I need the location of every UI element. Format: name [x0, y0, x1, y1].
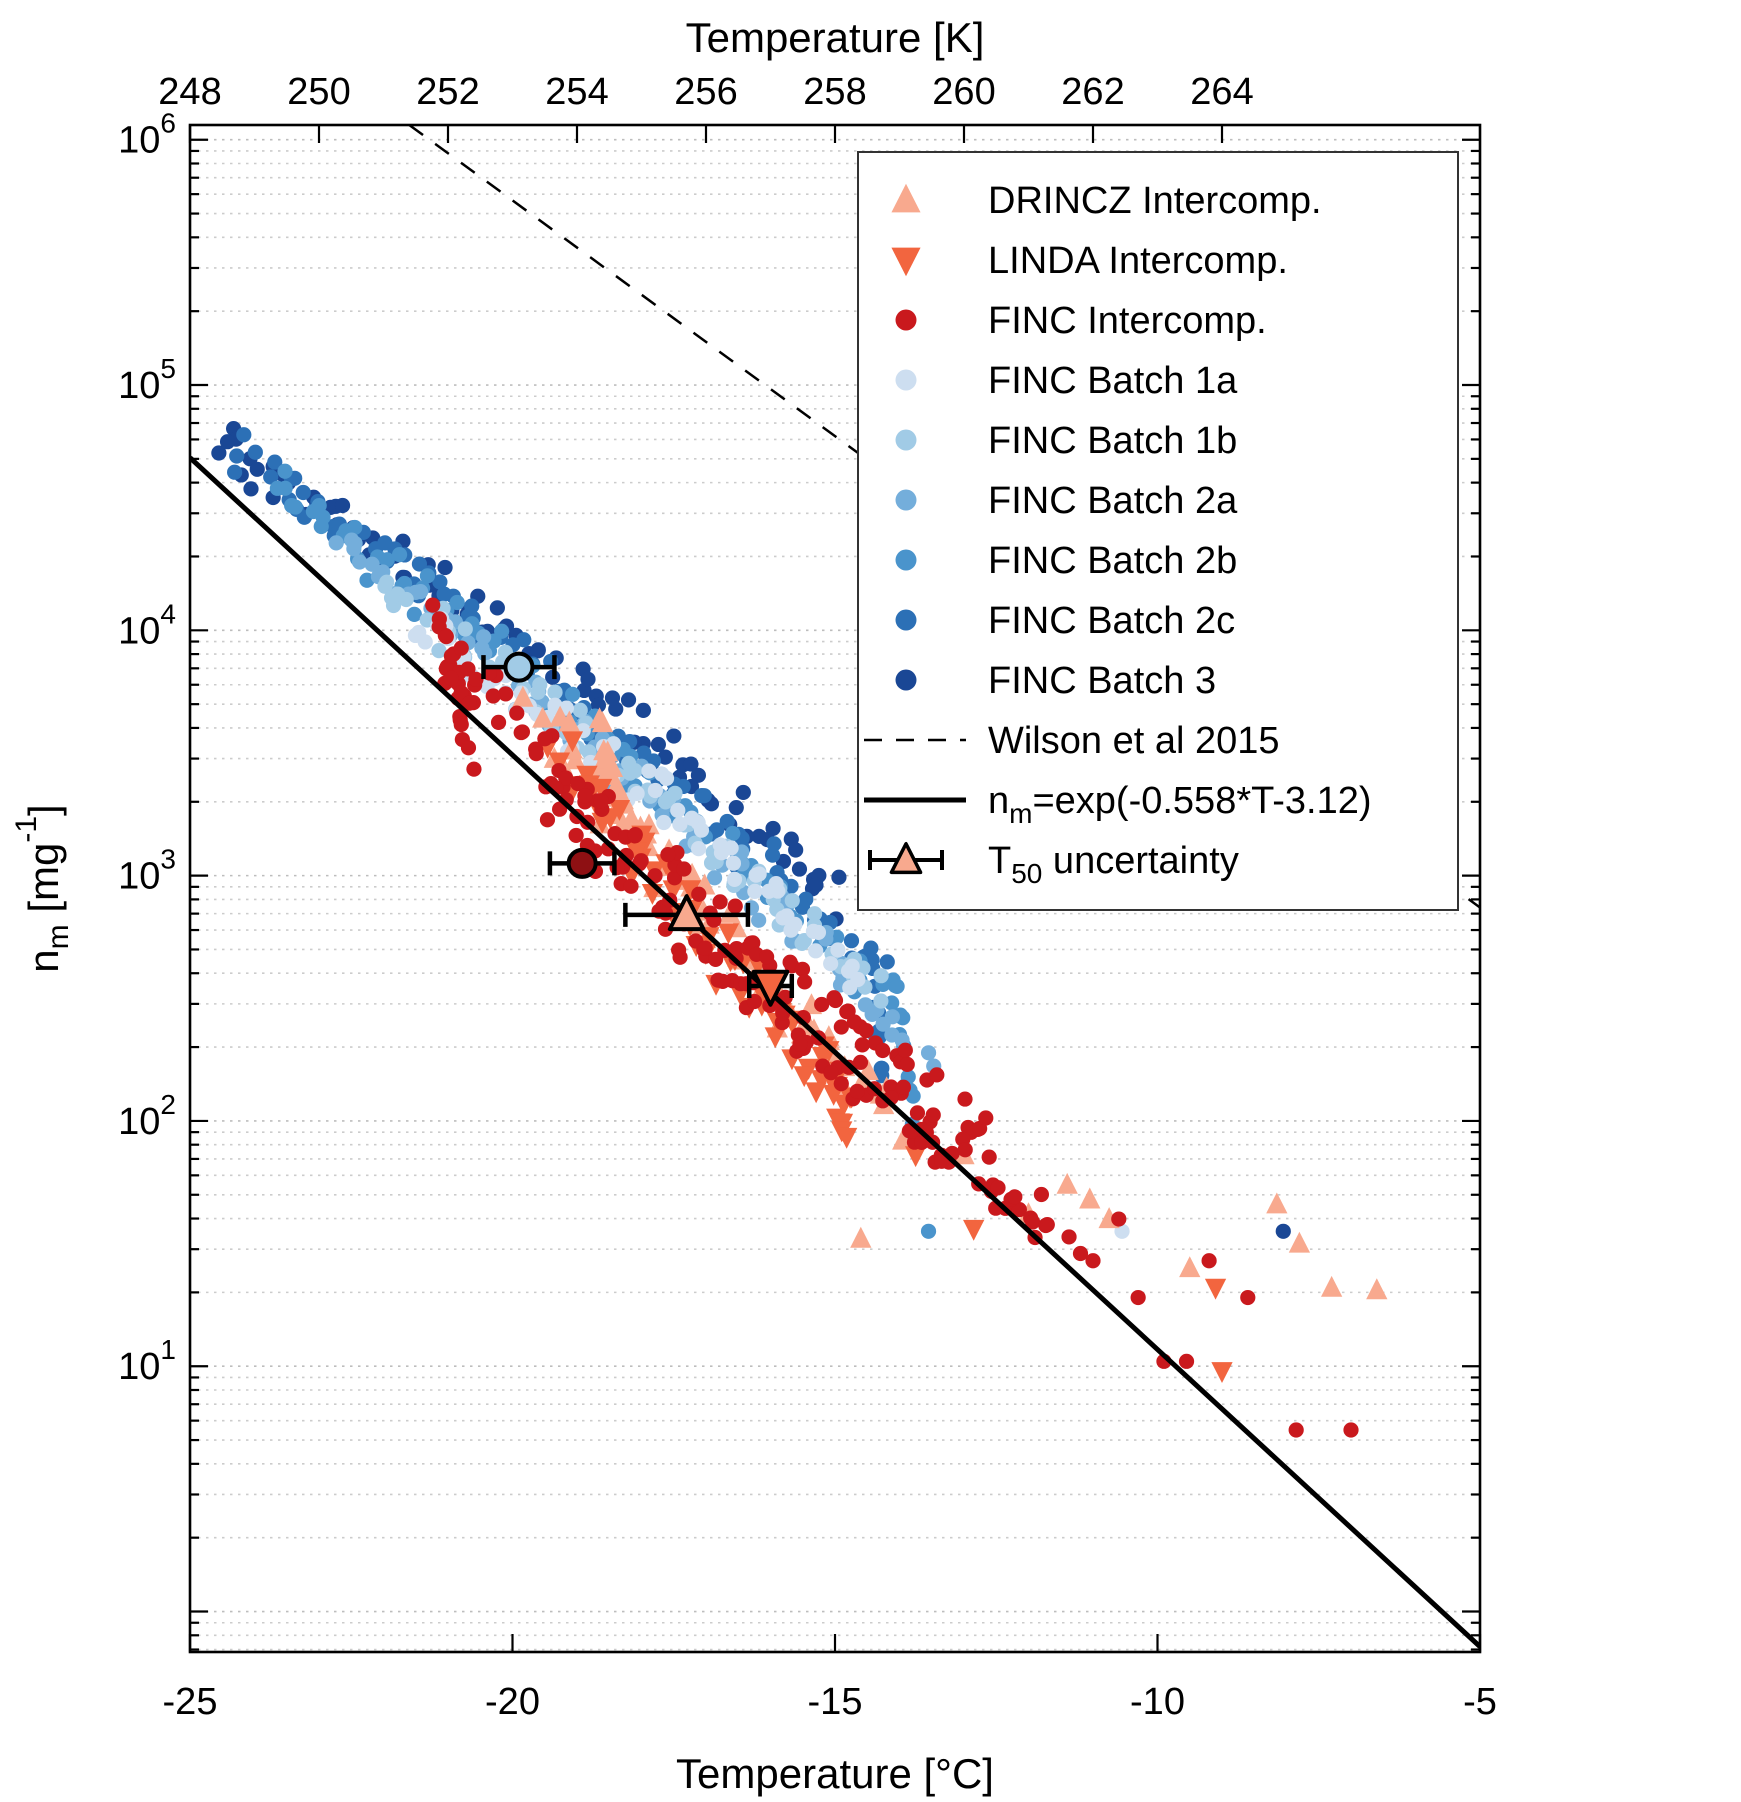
legend-item: FINC Batch 2c	[895, 600, 1235, 642]
legend-label: LINDA Intercomp.	[988, 240, 1288, 282]
top-tick-label: 248	[158, 71, 221, 113]
y-tick-label: 105	[118, 353, 176, 407]
x-tick-label: -15	[808, 1681, 863, 1723]
y-tick-label: 101	[118, 1334, 176, 1388]
t50-markers	[481, 651, 795, 1007]
x-tick-label: -20	[485, 1681, 540, 1723]
y-tick-label: 102	[118, 1089, 176, 1143]
legend-item: LINDA Intercomp.	[891, 240, 1288, 282]
data-layer	[190, 125, 1480, 1649]
legend-item: nm=exp(-0.558*T-3.12)	[864, 780, 1372, 829]
top-tick-label: 254	[545, 71, 608, 113]
legend-label: FINC Batch 3	[988, 660, 1216, 702]
x-tick-label: -5	[1463, 1681, 1497, 1723]
legend-label: nm=exp(-0.558*T-3.12)	[988, 780, 1372, 829]
top-tick-label: 262	[1061, 71, 1124, 113]
top-tick-label: 260	[932, 71, 995, 113]
legend-item: FINC Batch 1b	[895, 420, 1237, 462]
legend-item: FINC Batch 2a	[895, 480, 1238, 522]
axis-labels: -25 -20 -15 -10 -5 248 250 252 254 256 258 260 262 26…	[10, 14, 1497, 1797]
x-tick-label: -25	[163, 1681, 218, 1723]
legend-item: DRINCZ Intercomp.	[891, 180, 1322, 222]
legend: DRINCZ Intercomp. LINDA Intercomp. FINC In…	[857, 151, 1459, 911]
x-tick-label: -10	[1130, 1681, 1185, 1723]
y-tick-label: 106	[118, 108, 176, 162]
x-axis-title: Temperature [°C]	[676, 1750, 994, 1797]
y-tick-label: 104	[118, 598, 176, 652]
y-tick-label: 103	[118, 844, 176, 898]
legend-item: Wilson et al 2015	[864, 720, 1280, 762]
top-tick-label: 258	[803, 71, 866, 113]
legend-label: FINC Batch 1a	[988, 360, 1238, 402]
top-tick-label: 264	[1190, 71, 1253, 113]
legend-label: Wilson et al 2015	[988, 720, 1280, 762]
fit-line	[190, 455, 1480, 1649]
legend-label: FINC Intercomp.	[988, 300, 1267, 342]
legend-item: T50 uncertainty	[868, 840, 1239, 889]
top-axis-title: Temperature [K]	[686, 14, 985, 61]
legend-label: T50 uncertainty	[988, 840, 1239, 889]
top-tick-label: 252	[416, 71, 479, 113]
legend-label: FINC Batch 1b	[988, 420, 1237, 462]
legend-label: FINC Batch 2b	[988, 540, 1237, 582]
legend-label: DRINCZ Intercomp.	[988, 180, 1322, 222]
top-tick-label: 256	[674, 71, 737, 113]
y-axis-title: nm [mg-1]	[10, 804, 75, 972]
top-tick-label: 250	[287, 71, 350, 113]
legend-item: FINC Batch 1a	[895, 360, 1238, 402]
legend-item: FINC Batch 3	[895, 660, 1216, 702]
legend-box	[857, 151, 1459, 911]
legend-label: FINC Batch 2c	[988, 600, 1235, 642]
legend-item: FINC Intercomp.	[895, 300, 1267, 342]
axes-frame	[188, 123, 1482, 1654]
legend-item: FINC Batch 2b	[895, 540, 1237, 582]
legend-label: FINC Batch 2a	[988, 480, 1238, 522]
